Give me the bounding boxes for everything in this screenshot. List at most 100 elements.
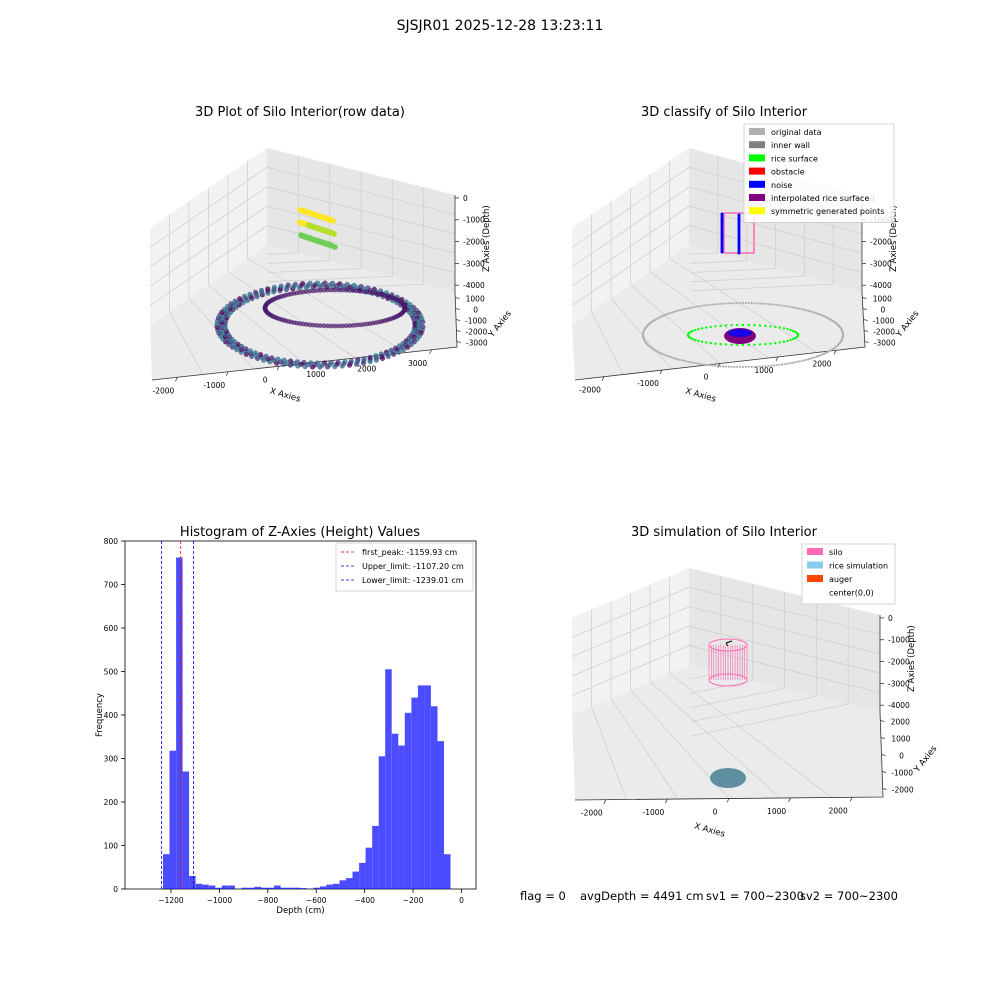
point-ring	[354, 322, 359, 328]
histogram-bar	[221, 885, 229, 889]
y-tick	[455, 319, 461, 321]
point-rice-surface	[719, 324, 722, 328]
x-tick-label: −200	[403, 896, 424, 905]
point-original	[685, 360, 688, 363]
histogram-bar	[352, 871, 359, 889]
grid-line	[690, 268, 776, 273]
histogram-bar	[398, 745, 405, 889]
y-tick	[455, 308, 460, 310]
point-original	[719, 302, 722, 305]
legend-label: noise	[771, 181, 792, 190]
histogram-bar	[248, 887, 255, 889]
point-ring	[396, 349, 402, 355]
point-rice-surface	[694, 328, 697, 332]
point-ring	[269, 355, 275, 361]
y-tick-label: 0	[113, 885, 118, 894]
point-original	[786, 305, 789, 308]
legend-swatch	[749, 194, 765, 201]
y-tick	[456, 330, 461, 332]
point-rice-surface	[700, 327, 704, 330]
point-original	[672, 356, 675, 359]
point-rice-surface	[769, 325, 772, 328]
point-original	[678, 309, 681, 312]
point-noise	[737, 247, 741, 251]
legend-label: rice surface	[771, 154, 818, 163]
point-original	[727, 365, 730, 368]
plot-3d-simulation: -2000 -1000 0 1000 2000 X Axies -2000 -1000 0 100…	[571, 543, 940, 840]
z-tick-label: -3000	[888, 679, 910, 688]
point-noise	[737, 217, 741, 221]
point-ring	[354, 288, 359, 294]
point-ring	[300, 281, 306, 287]
y-tick	[455, 297, 460, 299]
point-original	[753, 302, 756, 305]
legend-swatch	[749, 154, 765, 162]
point-original	[661, 315, 664, 318]
point-rice-surface	[697, 339, 700, 343]
point-original	[711, 303, 714, 306]
silo-top	[708, 638, 748, 652]
point-original	[756, 365, 759, 368]
point-original	[719, 365, 722, 368]
point-original	[708, 303, 711, 306]
x-tick-label: 0	[459, 896, 464, 905]
z-tick-label: -4000	[463, 281, 485, 290]
histogram-bar	[319, 886, 327, 889]
point-noise	[728, 329, 752, 337]
point-noise	[737, 241, 741, 245]
point-rice-surface	[705, 341, 708, 344]
x-tick-label: −1200	[158, 896, 184, 905]
point-ring	[357, 322, 363, 328]
point-ring	[328, 323, 334, 329]
legend-swatch	[807, 561, 823, 569]
point-original	[722, 302, 725, 305]
histogram-bar	[411, 697, 418, 889]
histogram-bar	[359, 862, 366, 889]
point-noise	[720, 234, 724, 238]
z-axis-label: Z Axies (Depth)	[482, 205, 492, 272]
point-original	[739, 301, 742, 305]
point-original	[733, 302, 736, 305]
point-ring	[412, 320, 418, 326]
point-rice-surface	[792, 337, 795, 341]
point-noise	[737, 229, 741, 233]
point-original	[791, 306, 794, 309]
point-rice-surface	[758, 324, 762, 327]
point-ring	[307, 280, 313, 286]
grid-line	[689, 252, 718, 255]
point-rice-surface	[758, 343, 762, 346]
y-tick-label: -2000	[892, 786, 914, 795]
point-ring	[292, 281, 298, 287]
grid-line	[268, 275, 393, 283]
point-noise	[737, 219, 741, 223]
point-rice-surface	[778, 341, 781, 344]
point-noise	[737, 213, 741, 217]
point-ring	[263, 353, 269, 359]
z-tick-label: 0	[463, 194, 468, 203]
point-noise	[737, 243, 741, 247]
y-tick	[882, 788, 887, 790]
x-tick	[276, 366, 280, 371]
point-ring	[325, 323, 331, 329]
point-original	[741, 365, 745, 369]
point-ring	[339, 363, 345, 369]
x-tick-label: 2000	[829, 806, 848, 815]
point-original	[664, 354, 667, 357]
histogram-bar	[163, 854, 170, 889]
point-noise	[737, 223, 741, 227]
y-tick	[863, 319, 868, 321]
point-ring	[332, 323, 338, 329]
point-rice-surface	[709, 325, 712, 329]
histogram-bar	[287, 887, 294, 889]
histogram-bar	[261, 887, 268, 889]
point-original	[670, 311, 673, 314]
y-tick-label: 0	[881, 306, 886, 315]
legend-swatch	[749, 207, 765, 215]
point-original	[690, 306, 693, 309]
x-tick-label: -1000	[643, 808, 665, 817]
point-ring	[385, 353, 391, 359]
x-axis-label: X Axies	[269, 386, 302, 404]
point-original	[750, 365, 753, 368]
point-ring	[332, 287, 338, 293]
